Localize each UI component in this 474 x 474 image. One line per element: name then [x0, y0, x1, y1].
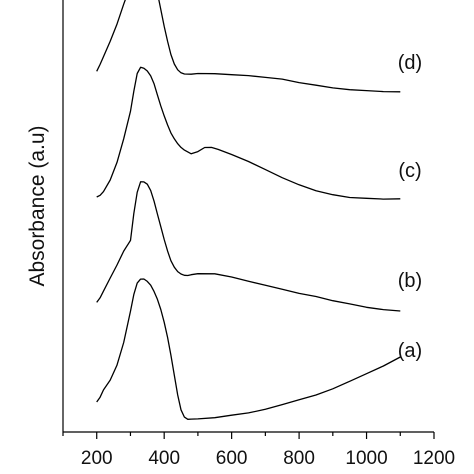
x-ticks-group: 200 400 600 800 1000 1200 [62, 432, 455, 469]
spectrum-curve-d [96, 0, 401, 93]
curves-group [96, 0, 401, 420]
curve-labels-group: (a) (b) (c) (d) [398, 52, 422, 362]
curve-label-d: (d) [398, 52, 422, 74]
curve-label-b: (b) [398, 270, 422, 292]
y-axis-title: Absorbance (a.u) [26, 125, 49, 286]
x-tick-label: 1000 [345, 448, 387, 469]
x-tick-label: 800 [283, 448, 315, 469]
curve-label-a: (a) [398, 340, 422, 362]
spectrum-curve-a [96, 278, 401, 420]
x-tick-label: 600 [216, 448, 248, 469]
curve-label-c: (c) [398, 160, 421, 182]
x-tick-label: 400 [148, 448, 180, 469]
spectrum-curve-c [96, 66, 401, 200]
x-tick-label: 200 [81, 448, 113, 469]
x-tick-label: 1200 [413, 448, 455, 469]
spectrum-curve-b [96, 181, 401, 312]
